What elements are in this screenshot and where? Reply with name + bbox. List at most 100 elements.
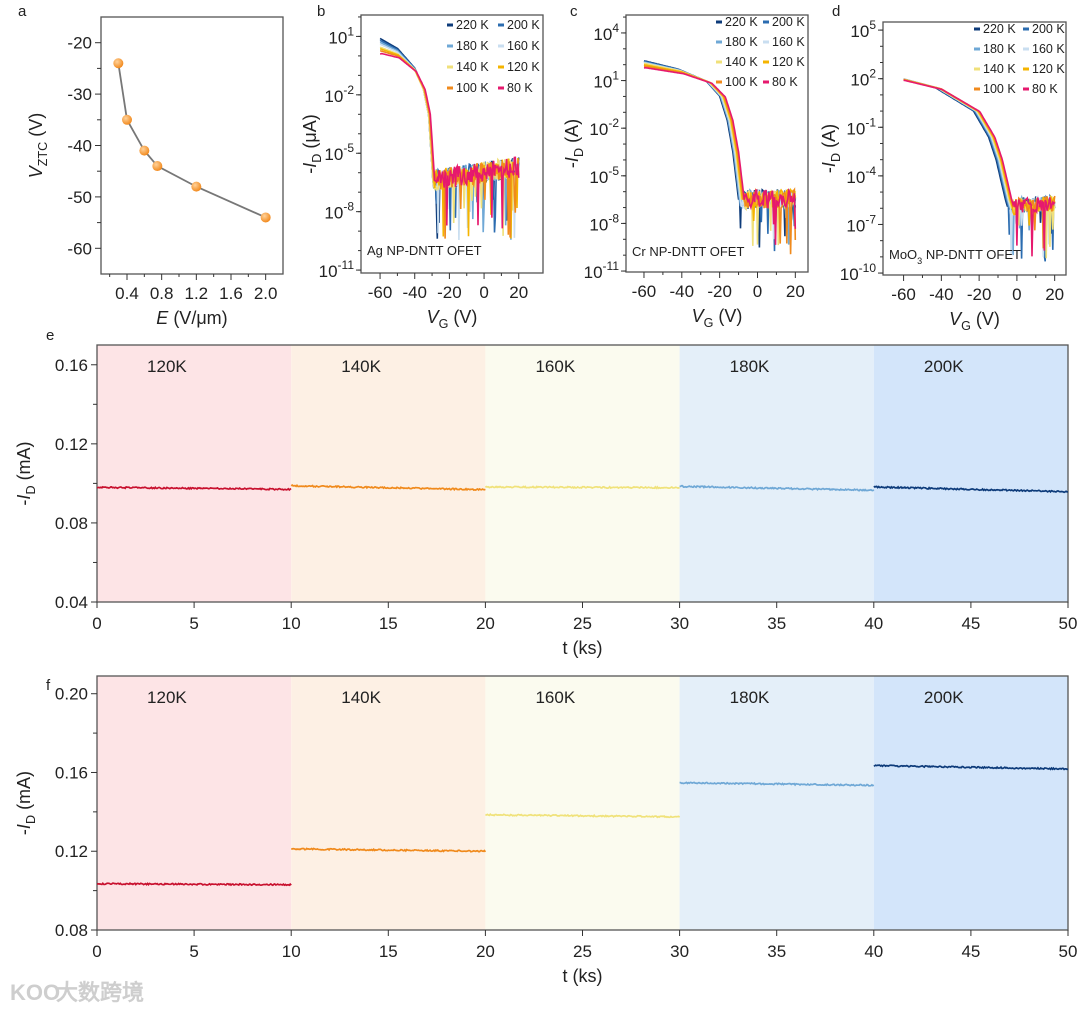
y-tick-label: -30 bbox=[67, 85, 92, 104]
y-axis-label-part: D bbox=[24, 485, 38, 494]
legend-label: 200 K bbox=[1032, 22, 1065, 36]
legend-label: 80 K bbox=[772, 75, 798, 89]
x-tick-label: 0.8 bbox=[150, 284, 174, 303]
y-tick-base: 10 bbox=[589, 120, 608, 139]
x-tick-label: 40 bbox=[864, 614, 883, 633]
y-tick-label: 10-8 bbox=[324, 200, 354, 223]
plot-area bbox=[643, 59, 797, 255]
temperature-label: 120K bbox=[147, 357, 187, 376]
y-tick-label: 0.04 bbox=[55, 593, 88, 612]
y-tick-exponent: -5 bbox=[343, 141, 354, 155]
x-axis-label: E (V/μm) bbox=[156, 308, 227, 328]
y-tick-label: 102 bbox=[850, 67, 876, 90]
device-annotation-part: 3 bbox=[917, 256, 922, 266]
y-tick-base: 10 bbox=[324, 87, 343, 106]
legend-label: 120 K bbox=[772, 55, 805, 69]
y-tick-base: 10 bbox=[319, 262, 338, 281]
y-tick-label: 0.08 bbox=[55, 921, 88, 940]
y-tick-exponent: 1 bbox=[347, 24, 354, 38]
y-tick-label: 0.12 bbox=[55, 435, 88, 454]
y-axis-label-part: (μA) bbox=[300, 114, 320, 153]
x-tick-label: -40 bbox=[402, 283, 427, 302]
x-tick-label: 45 bbox=[961, 942, 980, 961]
y-axis-label: -ID (A) bbox=[819, 124, 843, 173]
y-axis-label: -ID (mA) bbox=[14, 441, 38, 505]
y-tick-label: 10-11 bbox=[319, 258, 355, 281]
x-tick-label: -60 bbox=[368, 283, 393, 302]
temperature-band-120K bbox=[97, 676, 292, 930]
y-tick-base: 10 bbox=[589, 215, 608, 234]
data-point bbox=[152, 161, 163, 172]
y-axis-label-part: - bbox=[14, 500, 34, 506]
x-axis-label-part: t (ks) bbox=[563, 638, 603, 658]
x-tick-label: 10 bbox=[282, 614, 301, 633]
y-tick-label: 10-2 bbox=[324, 83, 354, 106]
x-tick-label: 15 bbox=[379, 614, 398, 633]
y-tick-exponent: -8 bbox=[343, 200, 354, 214]
device-annotation-part: Cr NP-DNTT OFET bbox=[632, 244, 744, 259]
y-tick-exponent: -4 bbox=[865, 164, 876, 178]
y-tick-base: 10 bbox=[850, 71, 869, 90]
series-line-200K bbox=[379, 39, 520, 233]
x-tick-label: 20 bbox=[786, 282, 805, 301]
x-axis-label-part: G bbox=[961, 319, 971, 333]
x-axis-label-part: (V) bbox=[713, 306, 742, 326]
y-tick-label: 10-5 bbox=[324, 141, 354, 164]
x-tick-label: 30 bbox=[670, 614, 689, 633]
legend-label: 100 K bbox=[983, 82, 1016, 96]
x-tick-label: 0 bbox=[1012, 285, 1021, 304]
legend-label: 180 K bbox=[725, 35, 758, 49]
y-tick-label: -20 bbox=[67, 34, 92, 53]
y-tick-exponent: -11 bbox=[338, 258, 355, 272]
y-axis-label-part: - bbox=[562, 162, 582, 168]
device-annotation: MoO3 NP-DNTT OFET bbox=[889, 247, 1021, 266]
device-annotation-part: Ag NP-DNTT OFET bbox=[367, 243, 482, 258]
current-trace-140K bbox=[290, 484, 486, 492]
x-tick-label: 40 bbox=[864, 942, 883, 961]
current-trace-140K bbox=[291, 847, 487, 853]
y-axis-label-part: (mA) bbox=[14, 441, 34, 485]
x-tick-label: 20 bbox=[476, 614, 495, 633]
x-tick-label: 0 bbox=[479, 283, 488, 302]
x-tick-label: 1.2 bbox=[185, 284, 209, 303]
panel-label: a bbox=[18, 3, 27, 20]
y-tick-base: 10 bbox=[324, 145, 343, 164]
panel-f: f 0 5 10 15 20 25 30 35 40 45 50 0.08 0.12 0.16 0.20 t (… bbox=[14, 675, 1077, 986]
x-tick-label: 35 bbox=[767, 614, 786, 633]
temperature-band-160K bbox=[485, 345, 680, 602]
y-tick-label: 0.16 bbox=[55, 356, 88, 375]
x-tick-label: 20 bbox=[509, 283, 528, 302]
panel-label: d bbox=[832, 3, 840, 20]
y-tick-label: 10-5 bbox=[589, 164, 619, 187]
current-trace-120K bbox=[97, 485, 292, 492]
panel-label: f bbox=[46, 677, 51, 694]
plot-frame bbox=[625, 14, 809, 273]
x-tick-label: 5 bbox=[189, 942, 198, 961]
y-axis-label-part: I bbox=[562, 157, 582, 162]
legend-label: 140 K bbox=[983, 62, 1016, 76]
current-trace-180K bbox=[679, 484, 875, 492]
y-axis-label-part: I bbox=[14, 495, 34, 500]
series-line-80K bbox=[903, 79, 1056, 257]
current-trace-160K bbox=[485, 813, 681, 819]
x-axis-label-part: E bbox=[156, 308, 169, 328]
x-axis-label: VG (V) bbox=[427, 307, 478, 331]
y-tick-base: 10 bbox=[589, 168, 608, 187]
legend-label: 160 K bbox=[507, 39, 540, 53]
y-tick-label: 10-1 bbox=[846, 115, 876, 138]
y-tick-exponent: 5 bbox=[869, 18, 876, 32]
temperature-label: 180K bbox=[730, 357, 770, 376]
y-tick-exponent: -10 bbox=[859, 261, 877, 275]
legend-label: 120 K bbox=[1032, 62, 1065, 76]
legend-label: 220 K bbox=[725, 15, 758, 29]
x-axis-label: t (ks) bbox=[563, 638, 603, 658]
y-tick-label: 10-8 bbox=[589, 211, 619, 234]
temperature-band-200K bbox=[873, 345, 1068, 602]
x-tick-label: -20 bbox=[707, 282, 732, 301]
y-axis-label-part: I bbox=[14, 824, 34, 829]
temperature-label: 180K bbox=[730, 688, 770, 707]
y-tick-label: 0.12 bbox=[55, 842, 88, 861]
plot-frame bbox=[882, 21, 1067, 276]
x-tick-label: 0 bbox=[92, 942, 101, 961]
